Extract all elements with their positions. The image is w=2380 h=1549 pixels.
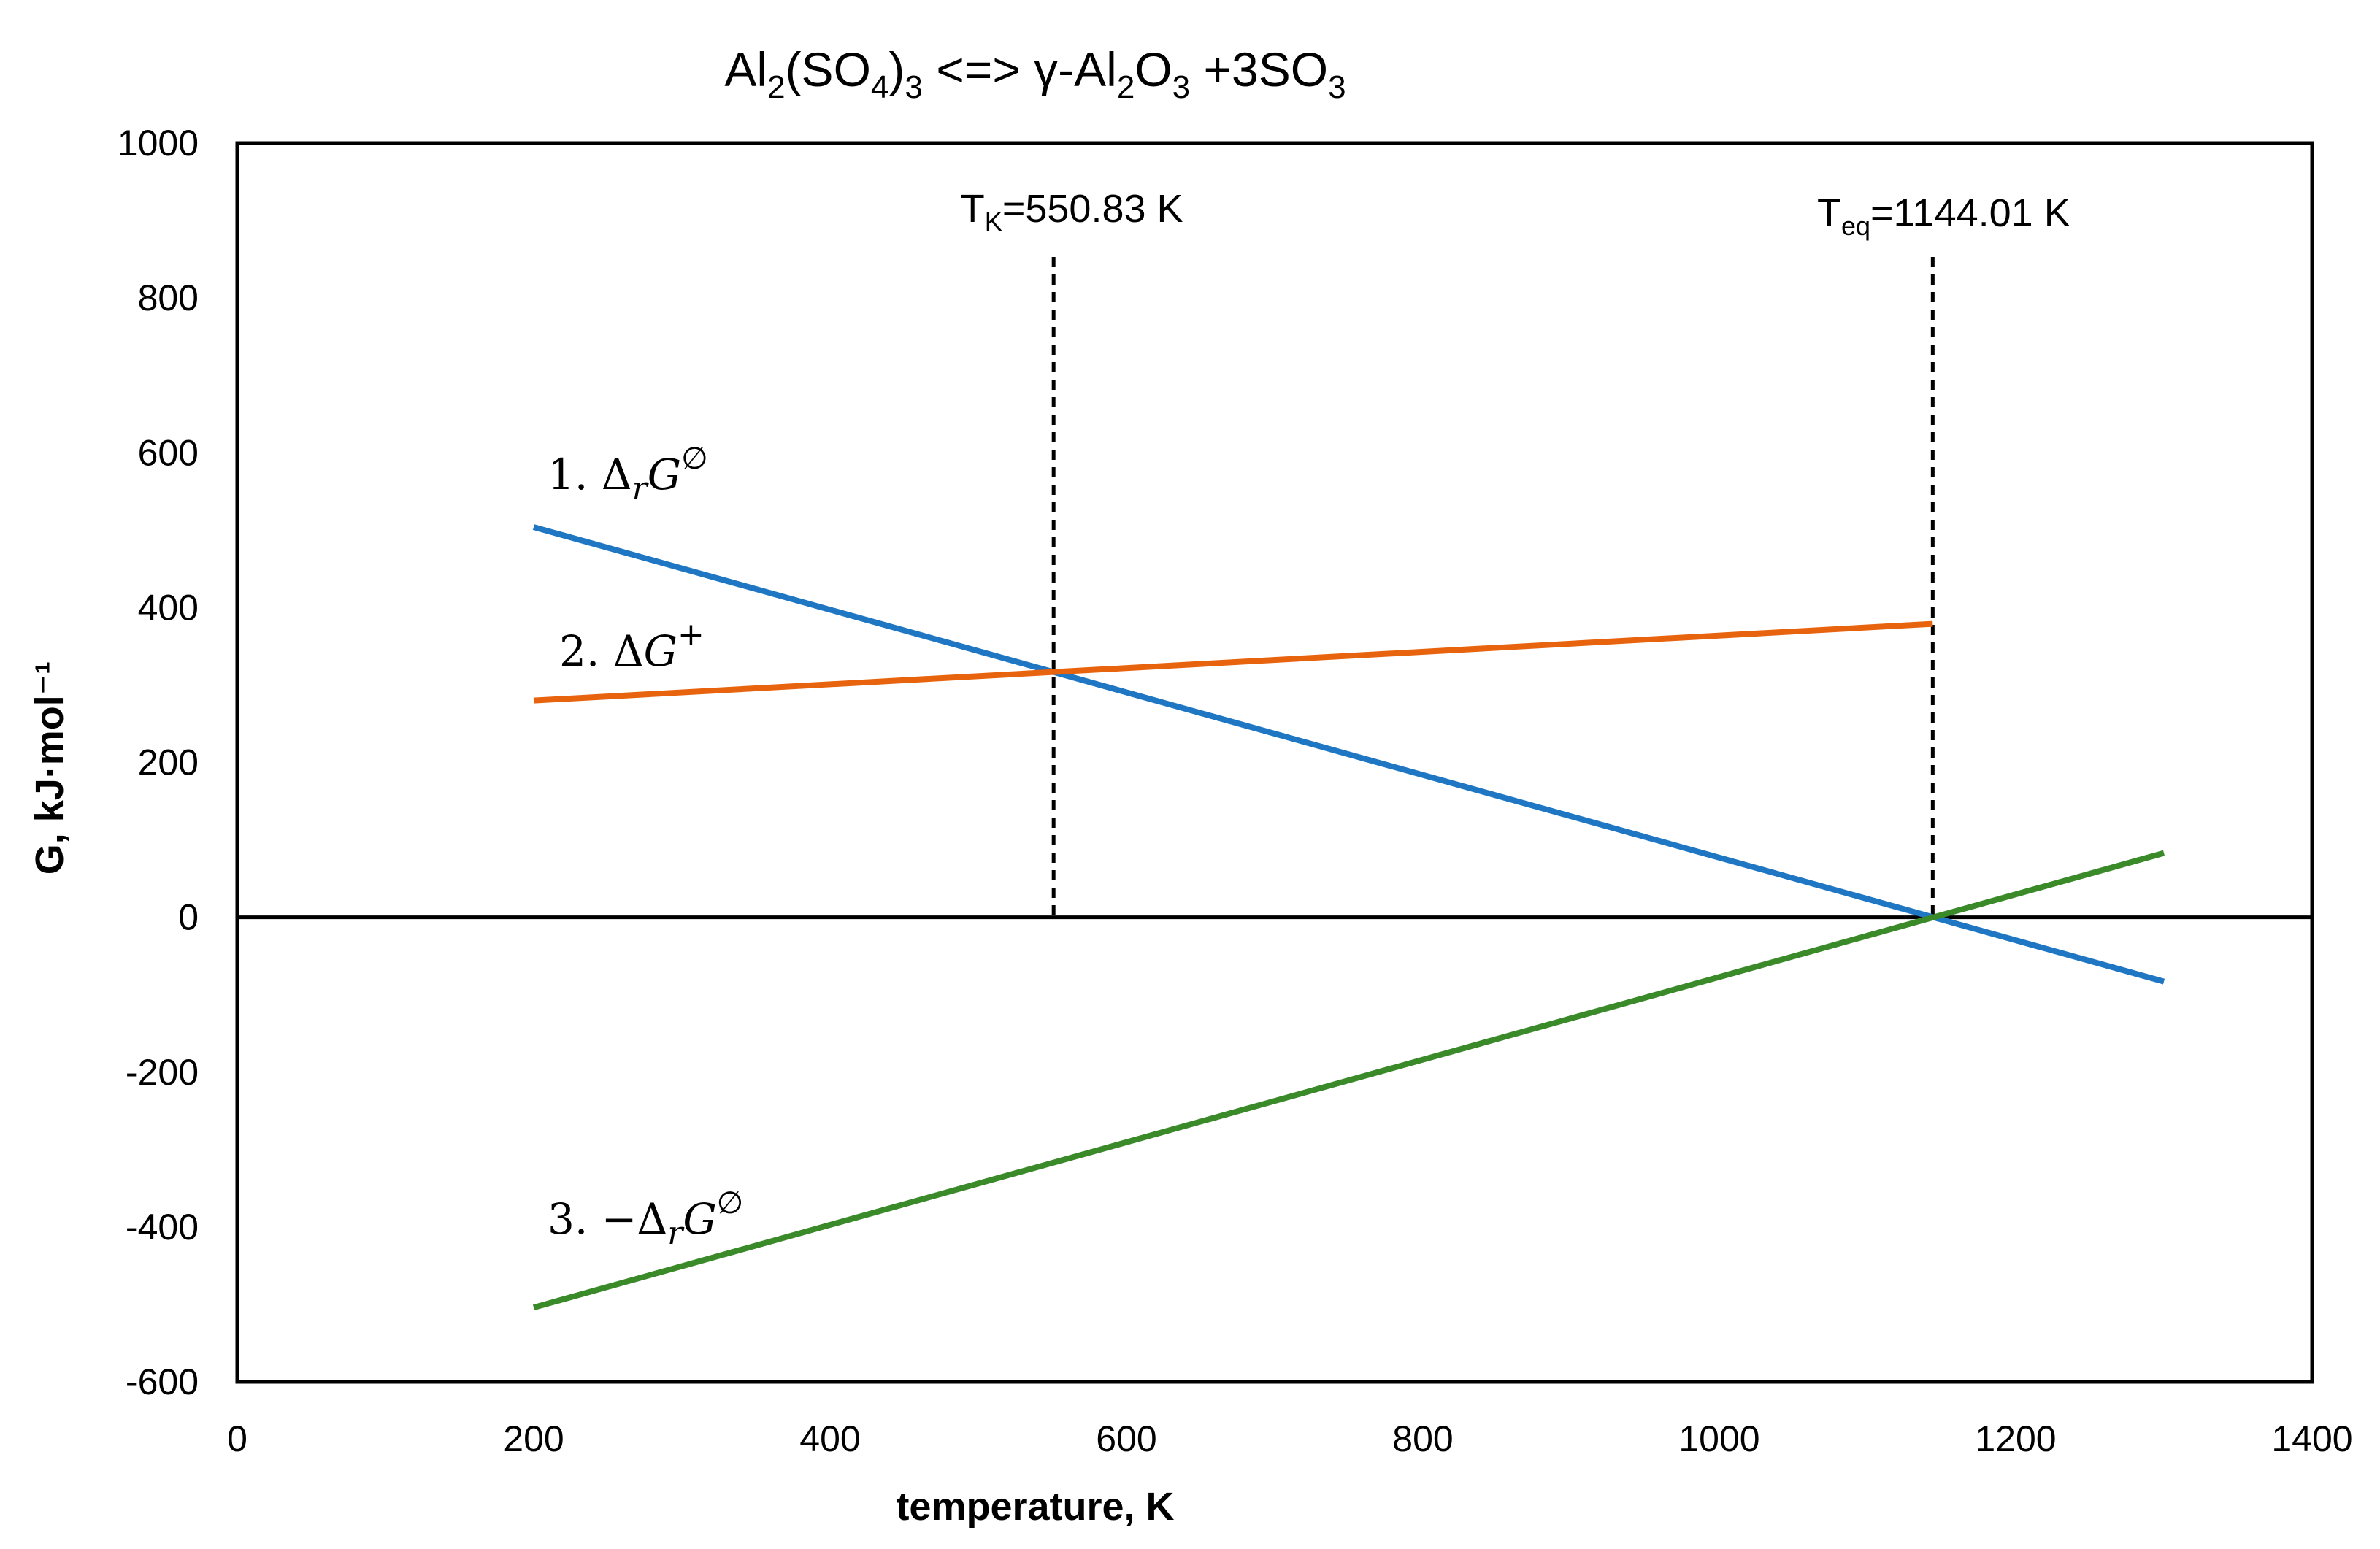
teq-marker-label: Teq=1144.01 K <box>1817 191 2070 241</box>
y-tick-label: -600 <box>126 1361 199 1402</box>
y-axis-ticks: 1000 800 600 400 200 0 -200 -400 -600 <box>118 123 199 1402</box>
series-label-delta-g-plus: 2. ΔG+ <box>559 616 705 676</box>
plot-area-frame <box>235 141 2314 1384</box>
x-tick-label: 400 <box>799 1418 860 1459</box>
tk-marker-label: TK=550.83 K <box>961 187 1183 237</box>
x-tick-label: 1200 <box>1975 1418 2056 1459</box>
chart-title: Al2(SO4)3 <=> γ-Al2O3 +3SO3 <box>724 42 1346 105</box>
x-axis-title: temperature, K <box>896 1485 1174 1529</box>
y-tick-label: 1000 <box>118 123 199 164</box>
y-tick-label: 0 <box>178 897 199 938</box>
series-line-delta-g-plus <box>533 620 1933 704</box>
y-tick-label: 600 <box>138 432 199 473</box>
x-tick-label: 600 <box>1096 1418 1156 1459</box>
series-line-delta-r-g <box>532 524 2165 985</box>
y-tick-label: 800 <box>138 277 199 318</box>
x-tick-label: 1400 <box>2271 1418 2352 1459</box>
x-tick-label: 0 <box>227 1418 247 1459</box>
y-tick-label: -400 <box>126 1207 199 1248</box>
x-axis-ticks: 0 200 400 600 800 1000 1200 1400 <box>227 1418 2353 1459</box>
y-tick-label: -200 <box>126 1052 199 1093</box>
x-tick-label: 800 <box>1392 1418 1453 1459</box>
series-label-delta-r-g: 1. ΔrG∅ <box>548 440 708 507</box>
x-tick-label: 1000 <box>1678 1418 1759 1459</box>
y-tick-label: 200 <box>138 742 199 783</box>
x-tick-label: 200 <box>503 1418 564 1459</box>
y-tick-label: 400 <box>138 587 199 628</box>
series-label-neg-delta-r-g: 3. −ΔrG∅ <box>548 1185 743 1252</box>
y-axis-title: G, kJ·mol⁻¹ <box>28 661 72 875</box>
series-line-neg-delta-r-g <box>532 850 2165 1311</box>
